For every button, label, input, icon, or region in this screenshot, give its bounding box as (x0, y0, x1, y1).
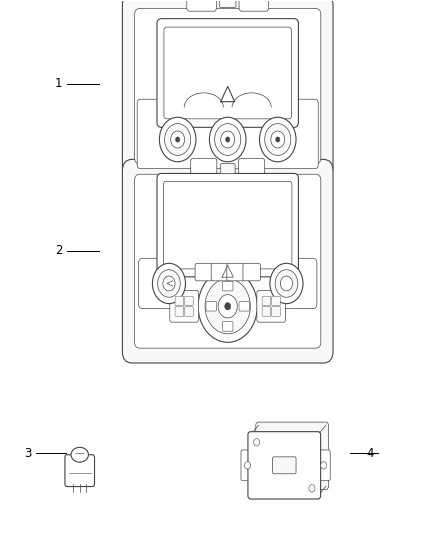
Circle shape (271, 131, 285, 148)
FancyBboxPatch shape (134, 174, 321, 348)
FancyBboxPatch shape (262, 296, 271, 306)
Circle shape (259, 117, 296, 162)
FancyBboxPatch shape (191, 158, 217, 176)
Circle shape (171, 131, 185, 148)
Circle shape (309, 484, 315, 492)
Ellipse shape (71, 447, 88, 462)
FancyBboxPatch shape (239, 302, 250, 311)
FancyBboxPatch shape (163, 181, 292, 269)
FancyBboxPatch shape (243, 263, 260, 281)
FancyBboxPatch shape (211, 263, 229, 281)
Circle shape (165, 124, 191, 156)
FancyBboxPatch shape (157, 19, 298, 127)
FancyBboxPatch shape (239, 158, 265, 176)
FancyBboxPatch shape (138, 259, 317, 309)
FancyBboxPatch shape (175, 296, 184, 306)
Circle shape (198, 270, 257, 342)
FancyBboxPatch shape (220, 164, 235, 174)
Circle shape (265, 124, 291, 156)
FancyBboxPatch shape (223, 321, 233, 331)
FancyBboxPatch shape (206, 302, 216, 311)
Circle shape (158, 270, 180, 297)
FancyBboxPatch shape (223, 281, 233, 291)
Circle shape (280, 276, 293, 291)
Circle shape (215, 124, 241, 156)
Text: 3: 3 (25, 447, 32, 459)
FancyBboxPatch shape (257, 290, 286, 322)
Circle shape (276, 137, 280, 142)
FancyBboxPatch shape (185, 307, 193, 317)
FancyBboxPatch shape (219, 0, 236, 7)
FancyBboxPatch shape (317, 450, 330, 481)
FancyBboxPatch shape (272, 457, 296, 474)
FancyBboxPatch shape (262, 307, 271, 317)
FancyBboxPatch shape (187, 0, 216, 11)
Circle shape (275, 270, 298, 297)
Circle shape (205, 279, 251, 334)
FancyBboxPatch shape (175, 307, 184, 317)
FancyBboxPatch shape (134, 9, 321, 164)
FancyBboxPatch shape (122, 0, 333, 179)
FancyBboxPatch shape (272, 307, 280, 317)
FancyBboxPatch shape (227, 263, 244, 281)
Text: 1: 1 (55, 77, 62, 90)
FancyBboxPatch shape (164, 27, 291, 119)
Circle shape (163, 276, 175, 291)
FancyBboxPatch shape (122, 159, 333, 363)
FancyBboxPatch shape (239, 0, 268, 11)
FancyBboxPatch shape (241, 450, 254, 481)
Circle shape (244, 462, 251, 469)
Circle shape (254, 439, 260, 446)
FancyBboxPatch shape (195, 263, 212, 281)
Text: 4: 4 (366, 447, 374, 459)
Circle shape (209, 117, 246, 162)
FancyBboxPatch shape (170, 290, 198, 322)
Circle shape (176, 137, 180, 142)
Circle shape (270, 263, 303, 304)
FancyBboxPatch shape (65, 455, 95, 487)
FancyBboxPatch shape (256, 422, 328, 489)
Circle shape (321, 462, 327, 469)
Circle shape (159, 117, 196, 162)
FancyBboxPatch shape (185, 296, 193, 306)
Circle shape (221, 131, 235, 148)
Text: 2: 2 (55, 244, 62, 257)
Circle shape (218, 295, 237, 318)
FancyBboxPatch shape (157, 173, 298, 277)
FancyBboxPatch shape (272, 296, 280, 306)
Circle shape (226, 137, 230, 142)
FancyBboxPatch shape (248, 432, 321, 499)
FancyBboxPatch shape (137, 99, 318, 168)
Circle shape (225, 303, 231, 310)
Circle shape (152, 263, 185, 304)
